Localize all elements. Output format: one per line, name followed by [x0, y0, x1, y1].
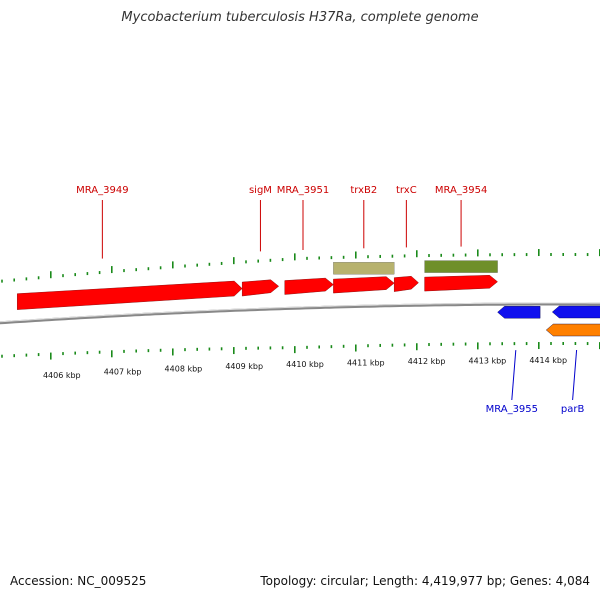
axis-tick-label: 4409 kbp — [225, 362, 263, 371]
feature-cds-forward — [394, 275, 419, 292]
axis-tick-label: 4406 kbp — [43, 371, 81, 380]
feature-cds-forward — [333, 276, 395, 294]
feature-rna-bar — [424, 260, 498, 273]
feature-label: MRA_3955 — [486, 404, 538, 415]
feature-cds-reverse — [497, 306, 541, 319]
label-leader — [572, 349, 578, 401]
label-leader — [511, 350, 517, 401]
tick-marks-forward — [1, 249, 600, 283]
axis-tick-label: 4414 kbp — [529, 356, 567, 365]
feature-cds-reverse — [551, 305, 600, 319]
feature-label: sigM — [249, 185, 272, 196]
axis-tick-label: 4407 kbp — [104, 367, 142, 376]
feature-track — [17, 260, 600, 337]
axis-tick-label: 4411 kbp — [347, 358, 385, 367]
feature-label: trxB2 — [350, 185, 377, 196]
axis-tick-label: 4408 kbp — [165, 365, 203, 374]
feature-label: MRA_3951 — [277, 185, 329, 196]
feature-label: MRA_3949 — [76, 185, 128, 196]
feature-cds-forward — [17, 280, 243, 310]
genome-summary-text: Topology: circular; Length: 4,419,977 bp… — [260, 574, 590, 588]
feature-label: parB — [561, 404, 585, 415]
feature-labels: MRA_3949 sigM MRA_3951 trxB2 trxC MRA_3954 MRA… — [76, 185, 584, 415]
feature-cds-forward — [284, 277, 334, 295]
axis-tick-labels: 4406 kbp 4407 kbp 4408 kbp 4409 kbp 4410 kbp… — [43, 356, 567, 380]
feature-cds-forward — [424, 275, 498, 292]
feature-cds-forward — [241, 279, 279, 297]
tick-marks-reverse — [1, 342, 600, 360]
feature-label: MRA_3954 — [435, 185, 487, 196]
feature-rna-bar — [333, 262, 395, 275]
axis-tick-label: 4413 kbp — [469, 356, 507, 365]
axis-tick-label: 4412 kbp — [408, 357, 446, 366]
feature-label: trxC — [396, 185, 417, 196]
genome-backbone-highlight — [0, 302, 600, 323]
genome-backbone — [0, 302, 600, 325]
map-title: Mycobacterium tuberculosis H37Ra, comple… — [121, 10, 479, 25]
feature-cds-reverse-orange — [545, 323, 600, 337]
accession-text: Accession: NC_009525 — [10, 574, 147, 588]
axis-tick-label: 4410 kbp — [286, 360, 324, 369]
